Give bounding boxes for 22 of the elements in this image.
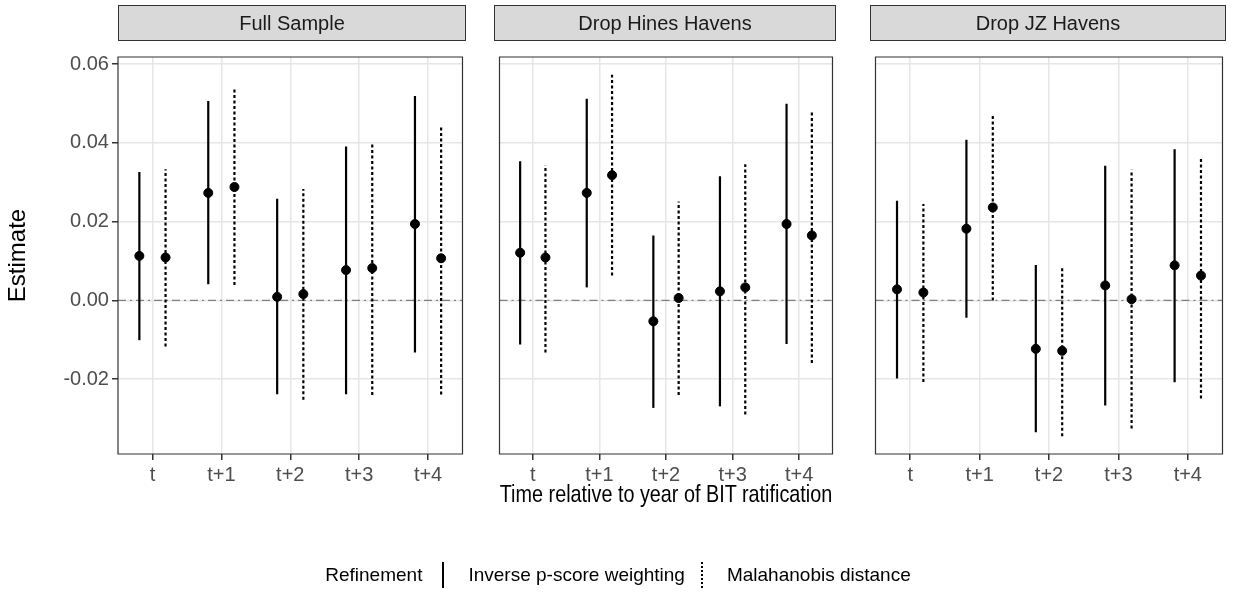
x-tick-label: t+1	[207, 462, 236, 485]
x-tick-label: t+3	[1104, 462, 1133, 485]
y-tick-label: -0.02	[63, 366, 109, 389]
chart-title: Full Sample	[118, 5, 466, 41]
y-axis-title: Estimate	[3, 208, 31, 303]
legend-label: Malahanobis distance	[726, 564, 911, 586]
chart-title: Drop Hines Havens	[494, 5, 836, 41]
x-tick-label: t+2	[1034, 462, 1064, 485]
y-tick-label: 0.00	[70, 287, 109, 310]
x-tick-label: t+3	[344, 462, 374, 485]
x-tick-label: t	[149, 462, 156, 485]
x-tick-label: t+4	[1173, 462, 1202, 485]
x-tick-label: t+2	[276, 462, 305, 485]
y-tick-label: 0.04	[70, 130, 109, 153]
legend-title: Refinement	[325, 564, 423, 586]
x-tick-label: t+1	[965, 462, 994, 485]
legend-label: Inverse p-score weighting	[468, 564, 685, 586]
x-tick-label: t	[907, 462, 914, 485]
x-tick-label: t+4	[413, 462, 443, 485]
y-tick-label: 0.02	[70, 209, 109, 232]
y-tick-label: 0.06	[70, 51, 109, 74]
chart-title: Drop JZ Havens	[870, 5, 1226, 41]
